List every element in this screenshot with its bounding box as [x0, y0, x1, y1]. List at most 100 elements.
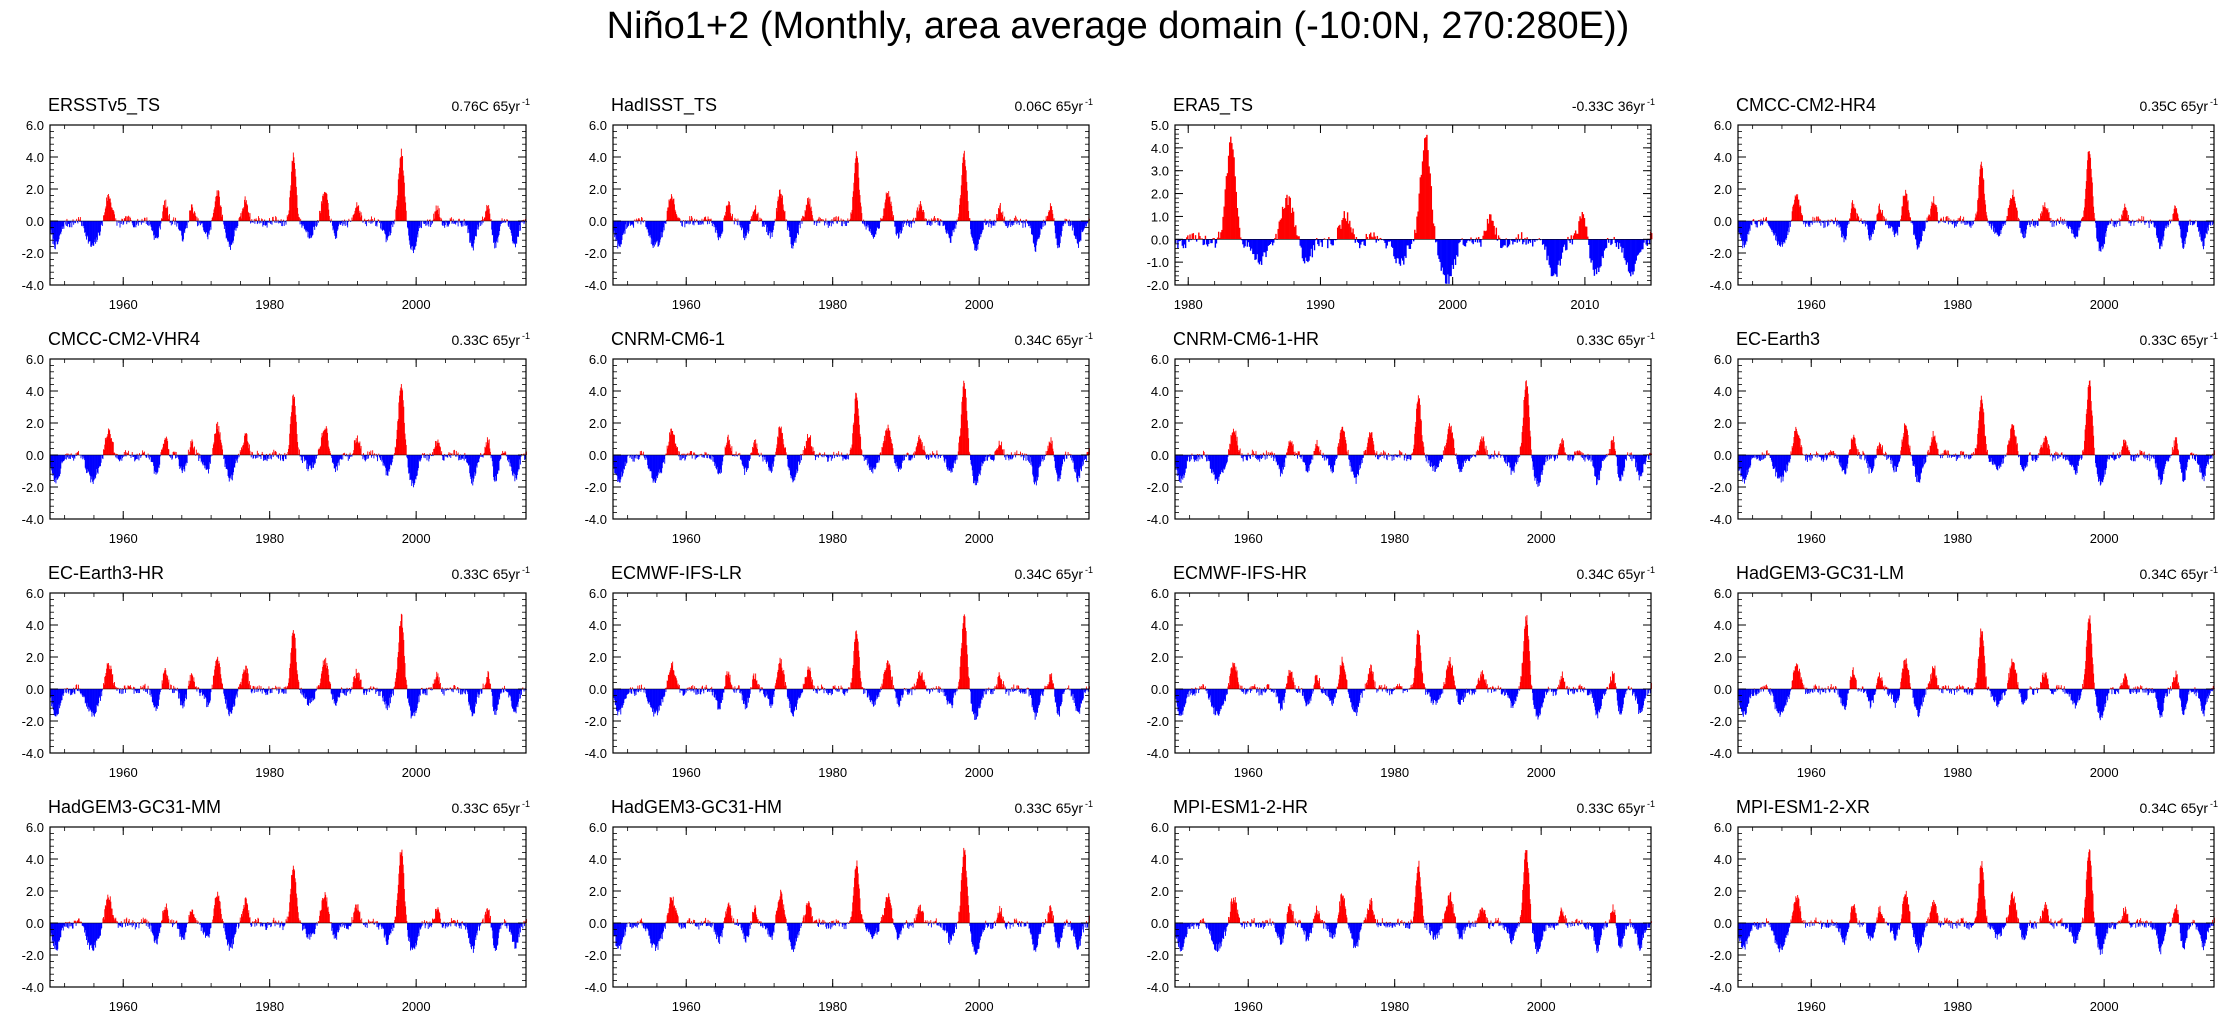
anomaly-bar — [897, 221, 899, 239]
anomaly-bar — [479, 221, 480, 223]
anomaly-bar — [955, 221, 957, 229]
anomaly-bar — [2036, 221, 2038, 225]
anomaly-bar — [367, 455, 369, 459]
anomaly-bar — [499, 221, 501, 232]
anomaly-bar — [1772, 221, 1774, 234]
anomaly-bar — [727, 204, 729, 221]
anomaly-bar — [273, 449, 275, 455]
anomaly-bar — [457, 221, 459, 227]
anomaly-bar — [969, 218, 971, 221]
anomaly-bar — [232, 221, 234, 244]
anomaly-bar — [312, 221, 314, 235]
anomaly-bar — [54, 221, 56, 249]
anomaly-bar — [697, 221, 699, 223]
anomaly-bar — [993, 219, 995, 221]
anomaly-bar — [1571, 239, 1574, 245]
anomaly-bar — [1742, 221, 1744, 242]
anomaly-bar — [2016, 210, 2018, 221]
anomaly-bar — [963, 150, 965, 221]
anomaly-bar — [450, 217, 452, 221]
anomaly-bar — [1525, 239, 1527, 245]
anomaly-bar — [203, 221, 205, 232]
anomaly-bar — [114, 453, 116, 455]
anomaly-bar — [2001, 221, 2003, 229]
anomaly-bar — [1522, 239, 1524, 245]
anomaly-bar — [1291, 207, 1294, 240]
anomaly-bar — [1236, 208, 1239, 240]
anomaly-bar — [1938, 221, 1940, 224]
anomaly-bar — [898, 221, 900, 238]
anomaly-bar — [1884, 219, 1886, 221]
anomaly-bar — [367, 219, 369, 221]
anomaly-bar — [1544, 239, 1546, 250]
anomaly-bar — [502, 221, 504, 222]
anomaly-bar — [630, 221, 632, 225]
anomaly-bar — [1281, 206, 1284, 240]
anomaly-bar — [1032, 221, 1034, 243]
anomaly-bar — [1228, 142, 1231, 240]
anomaly-bar — [1265, 239, 1267, 258]
anomaly-bar — [674, 209, 676, 221]
anomaly-bar — [1079, 221, 1081, 241]
anomaly-bar — [692, 221, 694, 225]
anomaly-bar — [78, 219, 80, 221]
anomaly-bar — [2210, 221, 2212, 226]
anomaly-bar — [1528, 239, 1531, 242]
anomaly-bar — [968, 218, 970, 221]
anomaly-bar — [1979, 169, 1981, 221]
anomaly-bar — [2002, 221, 2004, 224]
panel-stat-exponent: -1 — [1085, 331, 1093, 341]
anomaly-bar — [948, 221, 950, 238]
anomaly-bar — [1833, 221, 1835, 225]
anomaly-bar — [1900, 219, 1902, 221]
anomaly-bar — [1849, 218, 1851, 221]
anomaly-bar — [2003, 221, 2005, 224]
anomaly-bar — [500, 221, 502, 224]
anomaly-bar — [1461, 238, 1463, 240]
anomaly-bar — [1903, 195, 1905, 221]
anomaly-bar — [62, 221, 64, 229]
anomaly-bar — [1476, 239, 1479, 243]
anomaly-bar — [686, 221, 688, 224]
anomaly-bar — [112, 441, 114, 455]
anomaly-bar — [508, 221, 510, 227]
anomaly-bar — [957, 221, 959, 222]
anomaly-bar — [1032, 221, 1034, 236]
anomaly-bar — [353, 214, 355, 221]
anomaly-bar — [58, 455, 60, 477]
anomaly-bar — [1747, 221, 1749, 232]
anomaly-bar — [1639, 239, 1642, 252]
anomaly-bar — [2159, 221, 2161, 250]
anomaly-bar — [919, 208, 921, 221]
anomaly-bar — [64, 455, 66, 460]
anomaly-bar — [226, 221, 228, 241]
anomaly-bar — [1970, 221, 1972, 228]
anomaly-bar — [510, 221, 512, 233]
anomaly-bar — [1966, 221, 1968, 223]
anomaly-bar — [1852, 207, 1854, 221]
anomaly-bar — [893, 215, 895, 221]
x-tick-label: 2000 — [1438, 297, 1467, 312]
anomaly-bar — [1534, 239, 1536, 242]
anomaly-bar — [1011, 221, 1013, 223]
anomaly-bar — [1379, 237, 1382, 240]
anomaly-bar — [146, 455, 148, 458]
anomaly-bar — [1852, 200, 1854, 221]
anomaly-bar — [1948, 217, 1950, 221]
anomaly-bar — [1010, 452, 1012, 455]
anomaly-bar — [932, 219, 934, 221]
anomaly-bar — [2072, 221, 2074, 234]
anomaly-bar — [1774, 221, 1775, 235]
anomaly-bar — [1556, 239, 1558, 277]
anomaly-bar — [928, 455, 930, 460]
anomaly-bar — [1199, 236, 1201, 240]
anomaly-bar — [2024, 221, 2026, 239]
anomaly-bar — [843, 219, 844, 221]
anomaly-bar — [187, 221, 189, 223]
anomaly-bar — [775, 207, 777, 221]
anomaly-bar — [2070, 221, 2072, 229]
anomaly-bar — [1514, 239, 1516, 243]
anomaly-bar — [485, 210, 487, 221]
anomaly-bar — [2079, 221, 2081, 228]
anomaly-bar — [1082, 221, 1084, 231]
